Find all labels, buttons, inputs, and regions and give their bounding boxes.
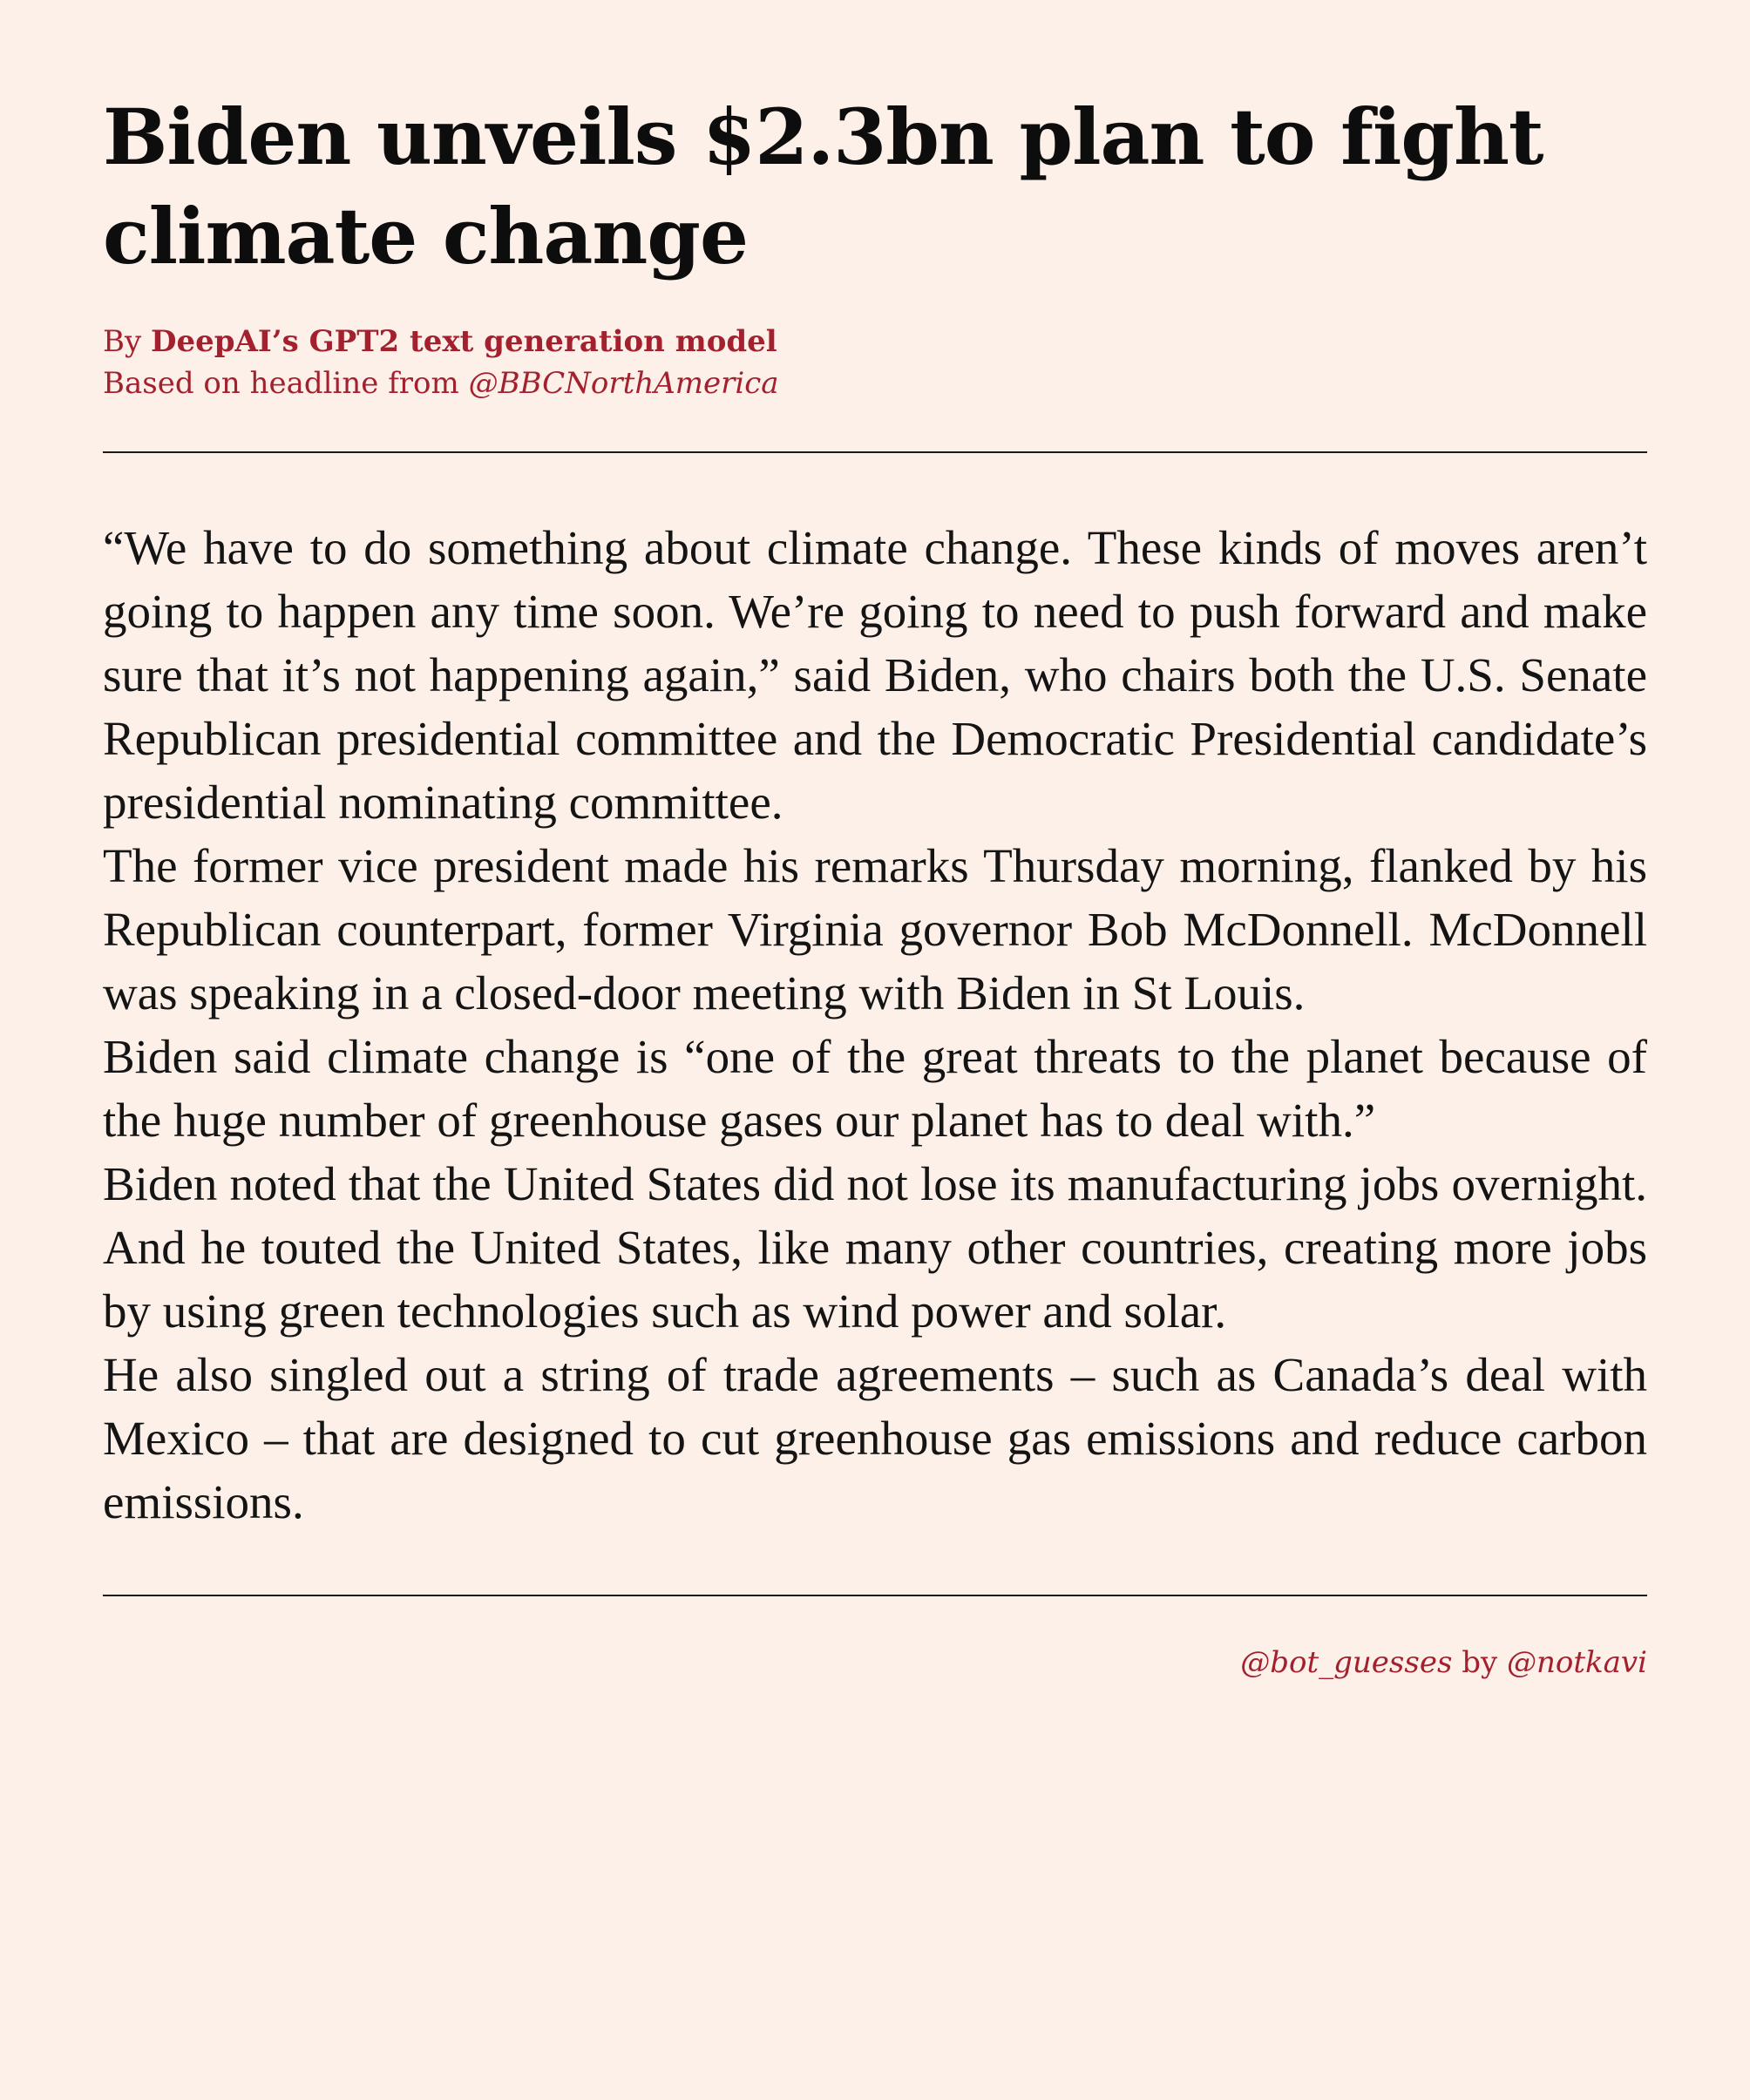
bottom-divider xyxy=(103,1595,1647,1596)
article-paragraph: Biden noted that the United States did n… xyxy=(103,1157,1647,1338)
byline-author: DeepAI’s GPT2 text generation model xyxy=(151,324,777,359)
article-body: “We have to do something about climate c… xyxy=(103,516,1647,1534)
article-title: Biden unveils $2.3bn plan to fight clima… xyxy=(103,91,1544,281)
article-paragraph: Biden said climate change is “one of the… xyxy=(103,1030,1647,1147)
byline-based-on-prefix: Based on headline from xyxy=(103,366,469,401)
byline: By DeepAI’s GPT2 text generation model B… xyxy=(103,321,1647,404)
article-paragraph: “We have to do something about climate c… xyxy=(103,521,1647,829)
top-divider xyxy=(103,451,1647,453)
byline-by-prefix: By xyxy=(103,324,152,359)
footer-by-word: by xyxy=(1452,1645,1507,1680)
footer-credit: @bot_guesses by @notkavi xyxy=(103,1642,1647,1683)
byline-author-line: By DeepAI’s GPT2 text generation model xyxy=(103,321,1647,362)
footer-author-handle[interactable]: @notkavi xyxy=(1507,1645,1647,1680)
byline-source-line: Based on headline from @BBCNorthAmerica xyxy=(103,362,1647,404)
byline-source-link[interactable]: @BBCNorthAmerica xyxy=(468,366,779,401)
article-page: Biden unveils $2.3bn plan to fight clima… xyxy=(103,87,1647,1683)
footer-bot-handle[interactable]: @bot_guesses xyxy=(1240,1645,1453,1680)
article-paragraph: The former vice president made his remar… xyxy=(103,839,1647,1020)
article-paragraph: He also singled out a string of trade ag… xyxy=(103,1348,1647,1528)
